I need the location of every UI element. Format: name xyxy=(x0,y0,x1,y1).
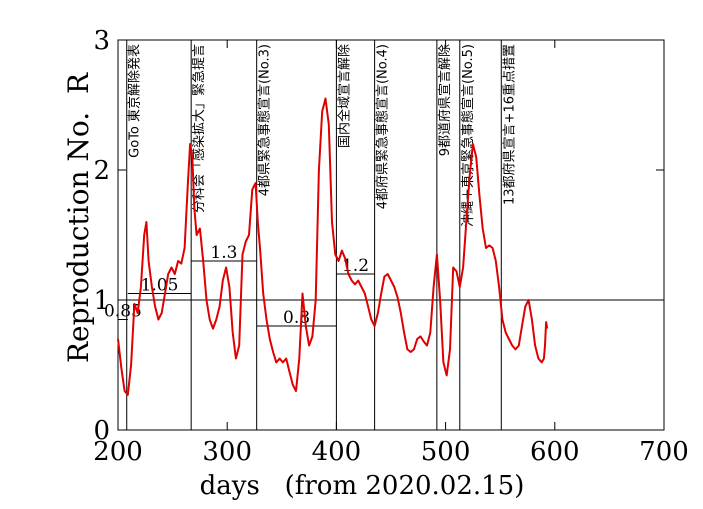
level-segment-label: 0.8 xyxy=(283,308,310,328)
level-segments: 0.851.051.30.81.2 xyxy=(104,243,375,328)
x-tick-label: 400 xyxy=(312,437,362,467)
event-marker-label: 4都県緊急事態宣言(No.3) xyxy=(257,44,273,196)
x-tick-label: 700 xyxy=(639,437,689,467)
level-segment-label: 0.85 xyxy=(104,302,142,322)
event-markers: GoTo 東京解除発表 分科会「感染拡大」緊急提言 4都県緊急事態宣言(No.3) 国… xyxy=(126,40,517,430)
y-axis-ticks: 0 1 2 3 xyxy=(93,26,664,446)
plot-area xyxy=(117,39,665,431)
y-tick-label: 0 xyxy=(93,416,110,446)
x-tick-label: 500 xyxy=(421,437,471,467)
event-marker-label: 13都府県宣言+16重点措置 xyxy=(501,44,517,205)
event-marker-label: 9都道府県宣言解除 xyxy=(437,44,453,156)
y-axis-title: Reproduction No. R xyxy=(62,72,95,363)
level-segment-label: 1.3 xyxy=(210,243,237,263)
y-tick-label: 1 xyxy=(93,286,110,316)
event-marker-label: GoTo 東京解除発表 xyxy=(127,44,143,158)
series-group xyxy=(117,97,549,396)
level-segment-label: 1.05 xyxy=(141,276,179,296)
event-marker-label: 国内全域宣言解除 xyxy=(336,44,352,148)
x-tick-label: 200 xyxy=(93,437,143,467)
y-tick-label: 2 xyxy=(93,156,110,186)
event-marker-label: 沖縄＋東京緊急事態宣言(No.5) xyxy=(460,44,476,227)
y-tick-label: 3 xyxy=(93,26,110,56)
x-tick-label: 300 xyxy=(202,437,252,467)
event-marker-label: 分科会「感染拡大」緊急提言 xyxy=(191,44,207,213)
x-axis-title: days (from 2020.02.15) xyxy=(200,471,525,501)
x-tick-label: 600 xyxy=(530,437,580,467)
plot-frame xyxy=(117,39,665,431)
series-line xyxy=(117,97,549,396)
x-axis-ticks: 200 300 400 500 600 700 xyxy=(93,40,689,467)
event-marker-label: 4都府県緊急事態宣言(No.4) xyxy=(375,44,391,209)
